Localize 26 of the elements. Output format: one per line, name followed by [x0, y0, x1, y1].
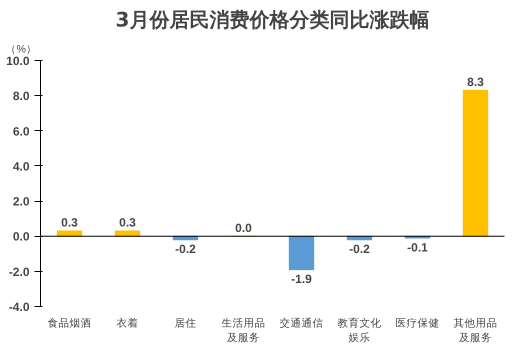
x-tick-label: 生活用品及服务: [222, 316, 266, 344]
y-tick-label: 10.0: [6, 54, 30, 68]
y-tick-label: -4.0: [8, 300, 30, 314]
chart-title: 3月份居民消费价格分类同比涨跌幅: [116, 8, 430, 32]
x-tick-label: 其他用品及服务: [454, 316, 498, 344]
x-tick-label: 教育文化娱乐: [338, 316, 382, 344]
y-tick-label: 4.0: [12, 159, 30, 174]
x-tick-label: 食品烟酒: [48, 316, 92, 330]
x-tick-label: 交通通信: [280, 316, 324, 330]
data-label: -0.2: [175, 242, 196, 256]
data-label: -0.2: [349, 242, 370, 256]
y-tick-label: 8.0: [12, 89, 30, 104]
y-tick-label: -2.0: [8, 264, 30, 279]
data-label: 0.3: [119, 216, 136, 230]
data-label: 8.3: [467, 74, 484, 89]
x-tick-label: 医疗保健: [396, 316, 440, 330]
y-tick-label: 6.0: [12, 124, 30, 138]
data-label: 0.3: [61, 216, 78, 230]
data-label: 0.0: [235, 220, 252, 235]
x-tick-label: 居住: [174, 318, 196, 330]
data-label: -0.1: [407, 240, 428, 254]
x-tick-label: 衣着: [116, 316, 138, 330]
y-tick-label: 2.0: [12, 194, 30, 209]
y-axis-title: （%）: [6, 44, 37, 56]
data-label: -1.9: [291, 272, 312, 286]
y-tick-label: 0.0: [12, 230, 30, 244]
